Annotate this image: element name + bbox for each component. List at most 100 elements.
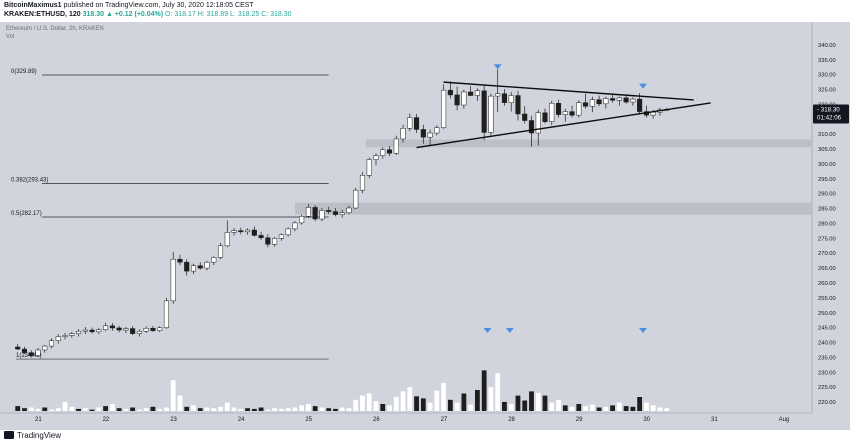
- candle-body: [89, 329, 95, 333]
- volume-bar: [603, 406, 609, 411]
- volume-bar: [529, 391, 534, 411]
- candle-body: [461, 91, 467, 106]
- volume-bar: [251, 408, 257, 411]
- candle-body: [136, 330, 142, 334]
- last-price: 318.30: [82, 11, 104, 18]
- candle-body: [272, 238, 278, 245]
- candle-body: [481, 90, 487, 133]
- time-tick-label: 31: [711, 417, 718, 423]
- time-tick-label: 21: [35, 417, 42, 423]
- volume-bar: [109, 404, 115, 411]
- volume-bar: [434, 390, 440, 411]
- volume-bar: [610, 405, 615, 411]
- signal-marker: [639, 328, 648, 333]
- volume-bar: [22, 408, 27, 411]
- candle-body: [359, 175, 366, 191]
- candle-body: [76, 330, 82, 334]
- candle-body: [258, 235, 264, 239]
- price-axis: [812, 22, 850, 434]
- volume-bar: [393, 397, 399, 411]
- candle-body: [245, 229, 251, 233]
- volume-bar: [407, 387, 413, 411]
- last-price-tag: [813, 104, 849, 124]
- volume-bar: [326, 408, 332, 411]
- candle-body: [217, 245, 224, 258]
- volume-bar: [387, 405, 392, 411]
- price-chart[interactable]: 0(329.89) 0.382(293.43) 0.5(282.17) 1(234.4…: [0, 22, 850, 434]
- volume-bar: [306, 404, 311, 411]
- volume-bar: [644, 402, 649, 411]
- volume-bar: [312, 406, 318, 411]
- candle-body: [441, 89, 447, 128]
- tradingview-logo-icon: [4, 431, 14, 439]
- candle-body: [109, 325, 115, 329]
- volume-bar: [366, 393, 372, 411]
- candle-body: [474, 90, 480, 96]
- candle-body: [326, 210, 332, 212]
- volume-bar: [42, 407, 48, 411]
- candle-body: [562, 111, 568, 115]
- footer: TradingView: [0, 430, 850, 444]
- price-tick-label: 310.00: [818, 132, 836, 138]
- candle-body: [420, 129, 426, 138]
- volume-bar: [89, 409, 95, 411]
- volume-bar: [292, 407, 298, 411]
- candle-body: [508, 95, 514, 103]
- price-tick-label: 265.00: [818, 266, 836, 272]
- candle-body: [82, 329, 88, 332]
- candle-body: [400, 128, 406, 140]
- volume-bar: [191, 405, 196, 411]
- candle-body: [576, 102, 582, 116]
- candle-body: [265, 237, 271, 245]
- volume-bar: [353, 399, 359, 411]
- volume-bar: [258, 407, 264, 411]
- volume-bar: [130, 407, 136, 411]
- price-tick-label: 230.00: [818, 370, 836, 376]
- volume-bar: [35, 408, 41, 411]
- candle-body: [610, 98, 616, 101]
- time-tick-label: 28: [508, 417, 515, 423]
- candle-body: [130, 328, 136, 334]
- publish-info: BitcoinMaximus1 published on TradingView…: [4, 2, 254, 9]
- volume-bar: [427, 402, 433, 411]
- symbol-text: KRAKEN:ETHUSD, 120: [4, 11, 81, 18]
- candle-body: [366, 159, 372, 176]
- volume-bar: [420, 398, 426, 411]
- tradingview-logo[interactable]: TradingView: [4, 431, 61, 440]
- candle-body: [204, 261, 210, 269]
- price-tick-label: 335.00: [818, 58, 836, 64]
- price-tick-label: 330.00: [818, 73, 836, 79]
- volume-bar: [211, 408, 217, 411]
- price-tick-label: 220.00: [818, 400, 836, 406]
- candle-body: [35, 349, 41, 356]
- volume-bar: [96, 407, 102, 411]
- volume-bar: [522, 400, 528, 411]
- volume-bar: [204, 407, 210, 411]
- candle-body: [393, 138, 399, 154]
- author-name[interactable]: BitcoinMaximus1: [4, 2, 62, 9]
- chart-area[interactable]: 0(329.89) 0.382(293.43) 0.5(282.17) 1(234.4…: [0, 22, 850, 434]
- price-change: ▲ +0.12 (+0.04%): [105, 11, 164, 18]
- volume-bar: [515, 395, 521, 411]
- volume-bar: [157, 408, 163, 411]
- volume-bar: [360, 395, 365, 411]
- candle-body: [305, 207, 311, 217]
- fib-level-label: 0.5(282.17): [11, 211, 42, 217]
- candle-body: [454, 94, 460, 106]
- volume-bar: [333, 408, 338, 411]
- volume-bar: [62, 401, 68, 411]
- support-zone: [294, 202, 812, 215]
- volume-bar: [447, 399, 453, 411]
- candle-body: [468, 91, 474, 96]
- candle-body: [346, 207, 352, 214]
- candle-body: [407, 117, 413, 129]
- volume-bar: [502, 401, 507, 411]
- volume-bar: [82, 408, 88, 411]
- price-tick-label: 235.00: [818, 355, 836, 361]
- price-tick-label: 295.00: [818, 177, 836, 183]
- volume-bar: [150, 406, 156, 411]
- candle-body: [211, 257, 217, 263]
- last-price-tag-label: - 318.30: [817, 107, 840, 114]
- volume-bar: [441, 383, 446, 411]
- price-tick-label: 300.00: [818, 162, 836, 168]
